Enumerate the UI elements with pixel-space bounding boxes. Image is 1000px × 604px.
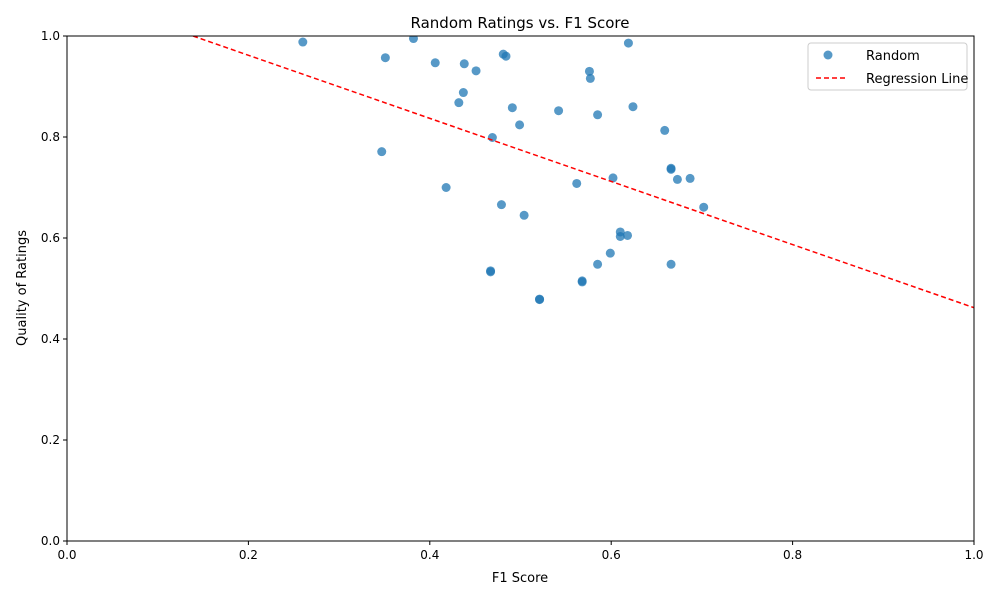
scatter-point — [585, 73, 595, 83]
scatter-point — [430, 58, 440, 68]
scatter-point — [593, 110, 603, 120]
y-tick-label: 1.0 — [41, 29, 60, 43]
scatter-point — [459, 59, 469, 69]
scatter-point — [515, 120, 525, 130]
scatter-point — [519, 210, 529, 220]
x-axis: 0.0 0.2 0.4 0.6 0.8 1.0 — [57, 541, 984, 562]
scatter-point — [454, 98, 464, 108]
scatter-point — [615, 231, 625, 241]
scatter-point — [593, 259, 603, 269]
legend: Random Regression Line — [807, 42, 968, 91]
scatter-point — [584, 66, 594, 76]
scatter-point — [501, 51, 511, 61]
scatter-point — [672, 174, 682, 184]
scatter-point — [377, 147, 387, 157]
scatter-point — [572, 178, 582, 188]
scatter-point — [623, 230, 633, 240]
legend-label-random: Random — [866, 49, 920, 64]
y-axis: 0.0 0.2 0.4 0.6 0.8 1.0 — [41, 29, 67, 548]
scatter-point — [408, 36, 418, 44]
chart-title: Random Ratings vs. F1 Score — [411, 14, 630, 32]
scatter-point — [496, 200, 506, 210]
scatter-point — [486, 267, 496, 277]
legend-box — [807, 42, 968, 91]
scatter-point — [699, 202, 709, 212]
scatter-point — [685, 173, 695, 183]
x-tick-label: 0.0 — [57, 548, 76, 562]
scatter-point — [380, 53, 390, 63]
x-tick-label: 0.4 — [420, 548, 439, 562]
scatter-point — [660, 125, 670, 135]
y-axis-label: Quality of Ratings — [15, 230, 30, 346]
x-tick-label: 1.0 — [964, 548, 983, 562]
y-tick-label: 0.0 — [41, 534, 60, 548]
y-tick-label: 0.4 — [41, 332, 60, 346]
legend-marker-random — [823, 50, 833, 60]
scatter-point — [628, 102, 638, 112]
scatter-point — [605, 248, 615, 258]
scatter-point — [507, 103, 517, 113]
y-tick-label: 0.2 — [41, 433, 60, 447]
plot-frame — [66, 35, 975, 542]
legend-label-regression: Regression Line — [866, 72, 968, 87]
scatter-point — [666, 164, 676, 174]
x-axis-label: F1 Score — [492, 571, 548, 586]
y-tick-label: 0.8 — [41, 130, 60, 144]
x-tick-label: 0.6 — [602, 548, 621, 562]
y-tick-label: 0.6 — [41, 231, 60, 245]
scatter-point — [298, 37, 308, 47]
x-tick-label: 0.2 — [239, 548, 258, 562]
regression-line — [192, 36, 974, 309]
scatter-point — [608, 173, 618, 183]
scatter-point — [458, 88, 468, 98]
scatter-point — [535, 295, 545, 305]
x-tick-label: 0.8 — [783, 548, 802, 562]
scatter-point — [666, 259, 676, 269]
scatter-point — [577, 277, 587, 287]
scatter-point — [471, 66, 481, 76]
scatter-point — [554, 106, 564, 116]
scatter-point — [623, 38, 633, 48]
scatter-point — [441, 183, 451, 192]
